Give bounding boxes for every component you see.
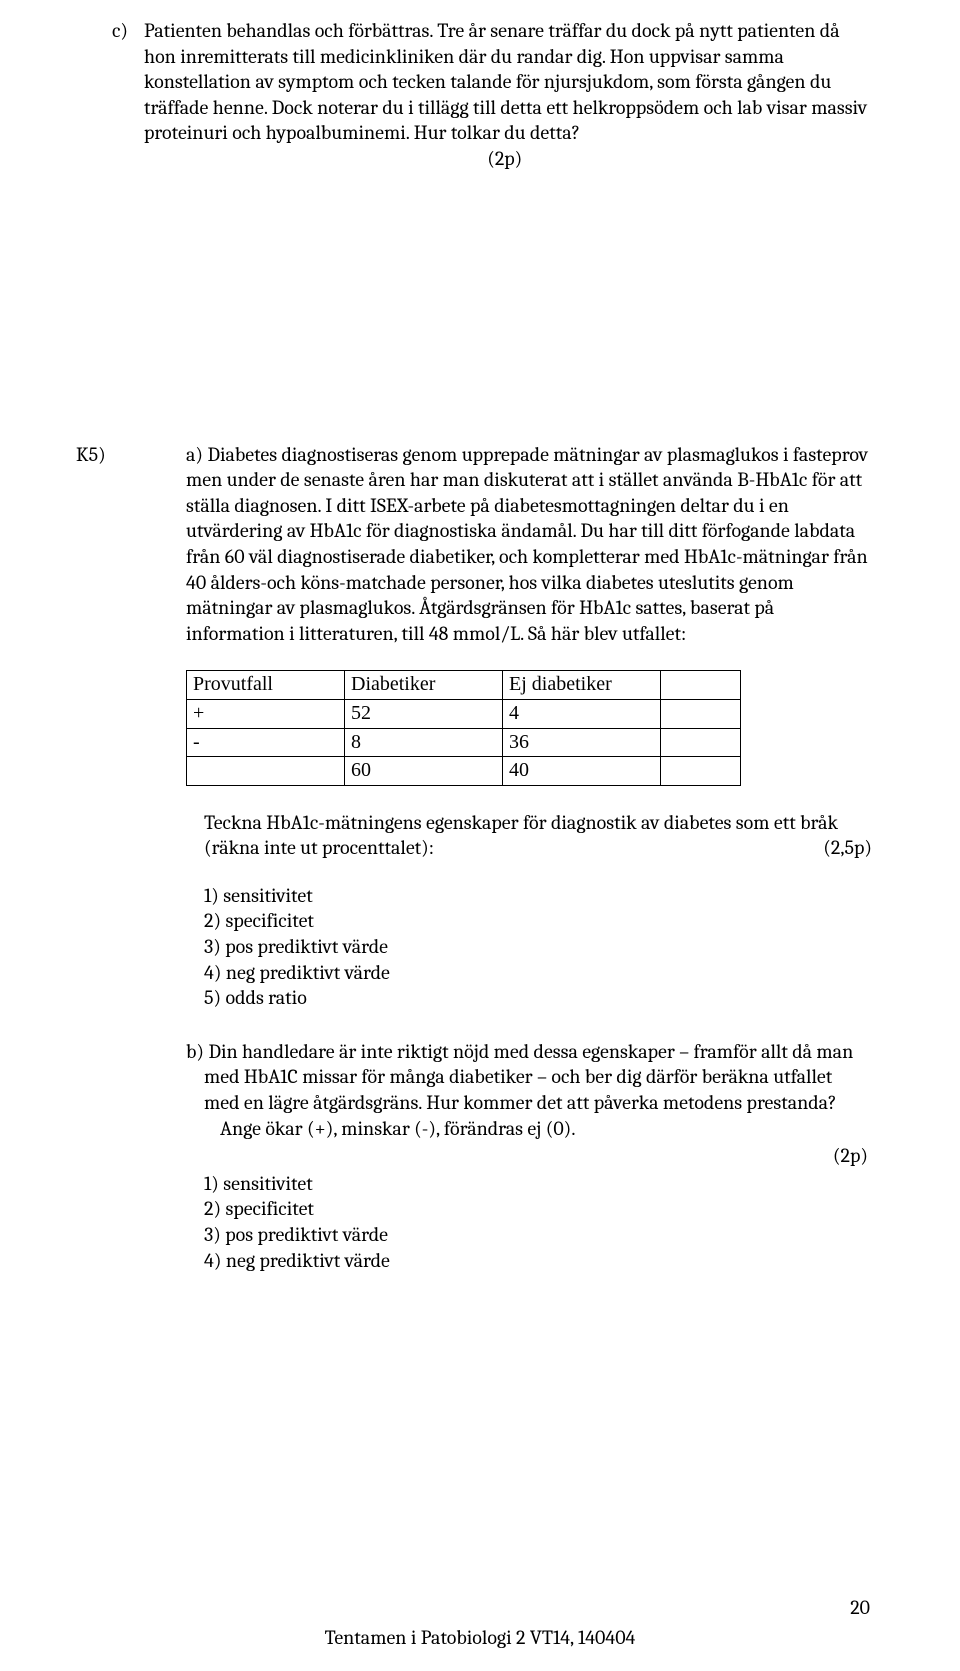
- question-k5: K5) a) Diabetes diagnostiseras genom upp…: [114, 442, 872, 1274]
- page-number: 20: [850, 1595, 870, 1621]
- label-k5: K5): [76, 442, 106, 468]
- table-cell: [661, 757, 741, 786]
- table-cell: 60: [345, 757, 503, 786]
- table-cell: [661, 699, 741, 728]
- list-item: 1) sensitivitet: [204, 883, 872, 909]
- table-header-cell: [661, 671, 741, 700]
- table-row: - 8 36: [187, 728, 741, 757]
- teckna-points: (2,5p): [823, 835, 872, 861]
- list-metrics-a: 1) sensitivitet 2) specificitet 3) pos p…: [186, 883, 872, 1011]
- table-cell: 4: [503, 699, 661, 728]
- table-cell: [187, 757, 345, 786]
- question-k5a-text: a) Diabetes diagnostiseras genom upprepa…: [186, 442, 872, 647]
- list-item: 1) sensitivitet: [204, 1171, 872, 1197]
- table-header-cell: Ej diabetiker: [503, 671, 661, 700]
- table-cell: +: [187, 699, 345, 728]
- list-item: 3) pos prediktivt värde: [204, 1222, 872, 1248]
- list-item: 2) specificitet: [204, 1196, 872, 1222]
- list-item: 3) pos prediktivt värde: [204, 934, 872, 960]
- results-table: Provutfall Diabetiker Ej diabetiker + 52…: [186, 670, 741, 785]
- question-c-points: (2p): [144, 147, 522, 170]
- table-cell: 52: [345, 699, 503, 728]
- footer-text: Tentamen i Patobiologi 2 VT14, 140404: [0, 1625, 960, 1651]
- question-k5b-text: b) Din handledare är inte riktigt nöjd m…: [186, 1040, 853, 1114]
- list-metrics-b: 1) sensitivitet 2) specificitet 3) pos p…: [186, 1171, 872, 1273]
- marker-c: c): [112, 18, 128, 44]
- question-c-text: Patienten behandlas och förbättras. Tre …: [144, 19, 867, 144]
- question-k5b: b) Din handledare är inte riktigt nöjd m…: [186, 1039, 872, 1116]
- table-header-cell: Provutfall: [187, 671, 345, 700]
- question-c-body: Patienten behandlas och förbättras. Tre …: [144, 18, 872, 172]
- results-table-wrap: Provutfall Diabetiker Ej diabetiker + 52…: [186, 670, 872, 785]
- table-cell: -: [187, 728, 345, 757]
- question-k5b-points: (2p): [186, 1143, 872, 1169]
- teckna-text: Teckna HbA1c-mätningens egenskaper för d…: [204, 811, 838, 860]
- table-header-cell: Diabetiker: [345, 671, 503, 700]
- table-cell: 36: [503, 728, 661, 757]
- table-row: 60 40: [187, 757, 741, 786]
- table-cell: [661, 728, 741, 757]
- table-cell: 8: [345, 728, 503, 757]
- list-item: 4) neg prediktivt värde: [204, 960, 872, 986]
- question-c: c) Patienten behandlas och förbättras. T…: [114, 18, 872, 172]
- question-k5b-sub: Ange ökar (+), minskar (-), förändras ej…: [186, 1116, 872, 1142]
- list-item: 2) specificitet: [204, 908, 872, 934]
- teckna-paragraph: Teckna HbA1c-mätningens egenskaper för d…: [186, 810, 872, 861]
- list-item: 4) neg prediktivt värde: [204, 1248, 872, 1274]
- table-row: + 52 4: [187, 699, 741, 728]
- list-item: 5) odds ratio: [204, 985, 872, 1011]
- table-cell: 40: [503, 757, 661, 786]
- table-row: Provutfall Diabetiker Ej diabetiker: [187, 671, 741, 700]
